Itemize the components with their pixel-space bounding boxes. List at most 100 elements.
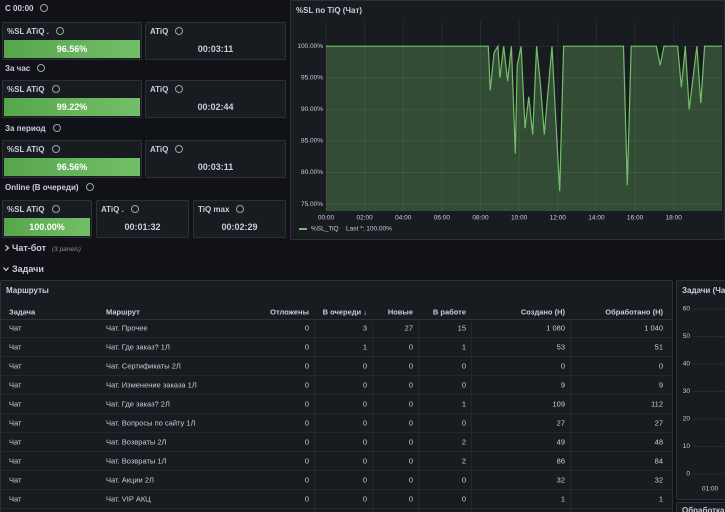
row-border (1, 356, 672, 357)
section-label: За час (5, 64, 46, 73)
stat-panel: TiQ max 00:02:29 (193, 200, 286, 238)
table-cell: 0 (304, 494, 309, 504)
collapse-icon[interactable] (2, 265, 10, 273)
table-cell: 0 (658, 361, 663, 371)
expand-icon[interactable] (3, 244, 11, 252)
panel-title: %SL ATiQ (7, 85, 60, 94)
y-tick-label: 60 (683, 306, 691, 313)
table-cell: 53 (556, 342, 565, 352)
info-icon[interactable] (85, 183, 94, 191)
info-icon[interactable] (51, 85, 60, 93)
table-cell: 0 (408, 437, 413, 447)
table-cell: Чат (9, 494, 22, 504)
table-cell: 0 (304, 437, 309, 447)
info-icon[interactable] (37, 64, 46, 72)
panel-title: %SL ATiQ (7, 205, 60, 214)
table-cell: Чат (9, 437, 22, 447)
info-icon[interactable] (175, 27, 184, 35)
table-cell: 0 (408, 494, 413, 504)
table-cell: Чат. Сертификаты 2Л (106, 361, 181, 371)
column-header[interactable]: Задача (9, 307, 36, 317)
table-cell: 0 (304, 475, 309, 485)
stat-value: 100.00% (29, 222, 65, 232)
stat-value: 96.56% (56, 44, 88, 54)
stat-background: 99.22% (4, 98, 140, 116)
y-tick-label: 50 (683, 333, 691, 340)
table-cell: 0 (461, 418, 466, 428)
stat-panel: ATiQ 00:03:11 (145, 140, 286, 178)
table-cell: 1 (461, 399, 466, 409)
table-cell: Чат. Возвраты 1Л (106, 456, 167, 466)
column-divider (570, 321, 571, 512)
section-label: С 00:00 (5, 4, 49, 13)
panel-title-text: %SL ATiQ (7, 145, 45, 154)
stat-value: 00:02:29 (221, 222, 258, 232)
stat-panel: ATiQ 00:02:44 (145, 80, 286, 118)
table-cell: 0 (362, 380, 367, 390)
table-cell: 0 (461, 494, 466, 504)
info-icon[interactable] (40, 4, 49, 12)
info-icon[interactable] (130, 205, 139, 213)
panel-title: ATiQ (150, 27, 184, 36)
panel-title: Обработка (682, 506, 725, 512)
table-cell: Чат (9, 361, 22, 371)
column-header[interactable]: В очереди ↓ (322, 307, 367, 317)
legend-label: %SL_TiQ (311, 226, 339, 233)
column-header[interactable]: Маршрут (106, 307, 140, 317)
table-cell: 109 (552, 399, 565, 409)
row-border (1, 394, 672, 395)
info-icon[interactable] (236, 205, 245, 213)
panel-title: ATiQ . (101, 205, 139, 214)
column-header[interactable]: Новые (387, 307, 413, 317)
row-border (1, 413, 672, 414)
panel-title-text: %SL ATiQ (7, 205, 45, 214)
x-tick-label: 08:00 (472, 215, 489, 222)
table-cell: 0 (408, 456, 413, 466)
header-border (1, 319, 672, 320)
column-header[interactable]: Создано (Н) (520, 307, 565, 317)
table-cell: 27 (556, 418, 565, 428)
table-cell: 2 (461, 437, 466, 447)
panel-title-text: ATiQ (150, 145, 169, 154)
y-tick-label: 75.00% (301, 201, 323, 208)
info-icon[interactable] (55, 27, 64, 35)
table-cell: 27 (404, 323, 413, 333)
info-icon[interactable] (175, 85, 184, 93)
column-header[interactable]: Обработано (Н) (605, 307, 663, 317)
panel-title-text: TiQ max (198, 205, 230, 214)
panel-title: %SL по TiQ (Чат) (296, 6, 363, 15)
row-title[interactable]: Задачи (12, 264, 44, 274)
table-cell: 1 (362, 342, 367, 352)
y-tick-label: 10 (683, 443, 691, 450)
column-header[interactable]: В работе (432, 307, 466, 317)
info-icon[interactable] (175, 145, 184, 153)
info-icon[interactable] (51, 145, 60, 153)
x-tick-label: 12:00 (550, 215, 567, 222)
collapsed-row[interactable]: Чат-бот (3 panels) (12, 243, 81, 253)
info-icon[interactable] (51, 205, 60, 213)
table-cell: Чат (9, 399, 22, 409)
row-border (1, 489, 672, 490)
x-tick-label: 02:00 (356, 215, 373, 222)
table-cell: 48 (654, 437, 663, 447)
row-title[interactable]: Чат-бот (12, 243, 46, 253)
table-cell: 0 (304, 399, 309, 409)
table-cell: 9 (658, 380, 663, 390)
table-cell: 0 (560, 361, 565, 371)
table-cell: Чат (9, 323, 22, 333)
y-tick-label: 20 (683, 416, 691, 423)
column-header[interactable]: Отложены (270, 307, 309, 317)
table-cell: Чат. Возвраты 2Л (106, 437, 167, 447)
x-tick-label: 14:00 (588, 215, 605, 222)
table-cell: Чат. Вопросы по сайту 1Л (106, 418, 196, 428)
table-cell: 27 (654, 418, 663, 428)
table-cell: 0 (408, 399, 413, 409)
table-cell: 0 (304, 380, 309, 390)
table-cell: Чат (9, 418, 22, 428)
section-label: Online (В очереди) (5, 183, 94, 192)
table-cell: 0 (408, 418, 413, 428)
info-icon[interactable] (52, 124, 61, 132)
stat-background: 96.56% (4, 40, 140, 58)
legend-calc: Last *: 100.00% (346, 226, 392, 233)
side-chart: 0 10 20 30 40 50 60 01:00 (683, 306, 725, 493)
